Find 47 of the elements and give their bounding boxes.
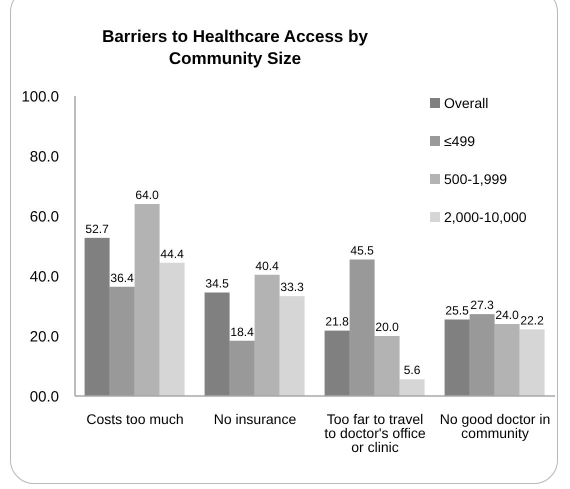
x-tick-label: No good doctor in community: [440, 410, 550, 441]
bar: [160, 262, 185, 396]
data-label: 27.3: [470, 298, 494, 312]
data-label: 64.0: [135, 188, 160, 202]
bar: [324, 330, 350, 396]
data-label: 22.2: [520, 313, 544, 328]
data-label: 21.8: [325, 314, 350, 329]
data-label: 24.0: [495, 308, 520, 322]
y-tick-label: 60.0: [30, 208, 59, 226]
data-label: 52.7: [85, 222, 110, 236]
bar: [374, 336, 400, 396]
y-tick-label: 20.0: [30, 328, 59, 346]
y-tick-label: 00.0: [30, 388, 59, 406]
bar: [110, 286, 135, 396]
legend-label: Overall: [444, 95, 488, 111]
x-tick-label: No insurance: [214, 410, 296, 427]
bar: [470, 314, 495, 396]
legend-label: 500-1,999: [444, 171, 508, 187]
y-tick-label: 80.0: [30, 148, 59, 166]
x-tick-label: Costs too much: [86, 410, 184, 427]
data-label: 44.4: [160, 246, 184, 261]
bar: [254, 274, 280, 396]
bar: [204, 292, 230, 396]
bar: [494, 324, 520, 396]
bar: [134, 204, 160, 396]
chart-title: Barriers to Healthcare Access by Community Size: [101, 26, 369, 70]
bar: [520, 329, 545, 396]
y-tick-label: 100.0: [21, 88, 59, 106]
legend-label: ≤499: [444, 133, 476, 149]
data-label: 40.4: [255, 258, 280, 273]
bar: [230, 340, 255, 396]
data-label: 34.5: [205, 276, 230, 290]
bar: [444, 320, 470, 396]
data-label: 36.4: [110, 270, 134, 285]
bar: [350, 260, 375, 396]
bar: [400, 379, 425, 396]
bar: [280, 296, 305, 396]
data-label: 45.5: [350, 244, 374, 258]
data-label: 20.0: [375, 320, 400, 334]
x-tick-label: Too far to travel to doctor's office or clinic: [324, 410, 426, 455]
data-label: 33.3: [280, 280, 304, 294]
data-label: 5.6: [404, 363, 421, 378]
legend-label: 2,000-10,000: [444, 209, 527, 225]
data-label: 25.5: [445, 304, 470, 318]
data-label: 18.4: [230, 324, 254, 339]
y-tick-label: 40.0: [30, 268, 59, 286]
bar: [84, 238, 110, 396]
